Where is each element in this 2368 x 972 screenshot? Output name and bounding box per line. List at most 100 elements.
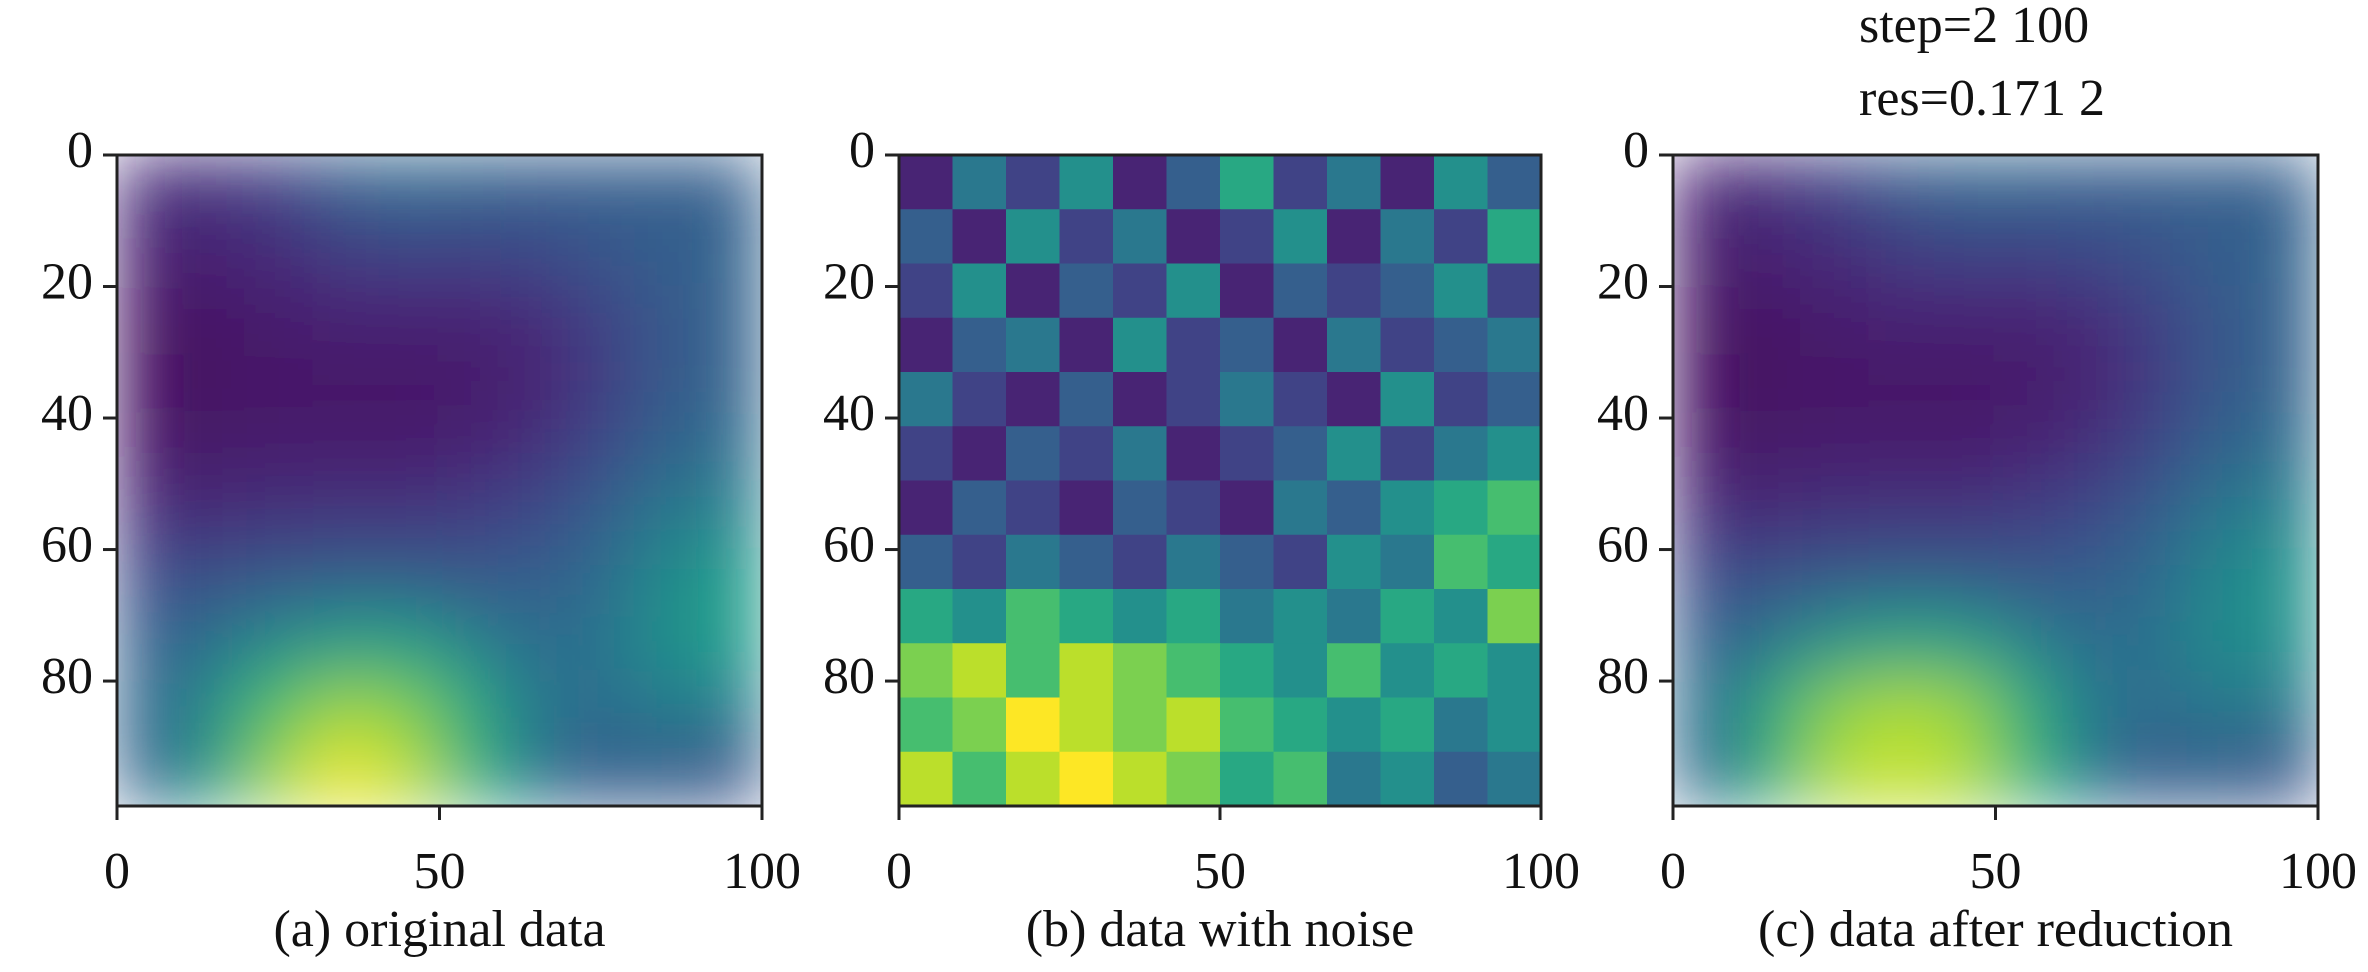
heatmap-cell xyxy=(1327,426,1382,482)
heatmap-cell xyxy=(952,155,1007,211)
heatmap-cell xyxy=(633,155,699,222)
heatmap-cell xyxy=(439,415,505,482)
heatmap-cell xyxy=(1434,372,1489,428)
heatmap-cell xyxy=(1434,534,1489,590)
heatmap-cell xyxy=(633,285,699,352)
heatmap-cell xyxy=(1931,285,1997,352)
heatmap-cell xyxy=(1380,589,1435,645)
heatmap-cell xyxy=(2124,220,2190,287)
heatmap-cell xyxy=(697,415,762,482)
heatmap-cell xyxy=(952,751,1007,806)
heatmap-cell xyxy=(310,350,376,417)
heatmap-cell xyxy=(2060,545,2126,612)
heatmap-cell xyxy=(1380,209,1435,265)
heatmap-cell xyxy=(1995,545,2061,612)
y-tick-label: 60 xyxy=(41,516,93,573)
heatmap-cell xyxy=(633,610,699,677)
heatmap-cell xyxy=(1434,426,1489,482)
heatmap-cell xyxy=(2060,675,2126,742)
heatmap-cell xyxy=(1673,610,1739,677)
heatmap-cell xyxy=(1931,415,1997,482)
heatmap-cell xyxy=(117,415,183,482)
heatmap-cell xyxy=(1802,480,1868,547)
heatmap-cell xyxy=(1166,426,1221,482)
heatmap-cell xyxy=(181,545,247,612)
heatmap-cell xyxy=(952,372,1007,428)
heatmap-cell xyxy=(310,610,376,677)
heatmap-cell xyxy=(1166,643,1221,699)
heatmap-cell xyxy=(1273,751,1328,806)
heatmap-cell xyxy=(1434,155,1489,211)
heatmap-cell xyxy=(1931,155,1997,222)
heatmap-cell xyxy=(2189,545,2255,612)
heatmap-cell xyxy=(1113,426,1168,482)
heatmap-cell xyxy=(1166,751,1221,806)
y-tick-label: 40 xyxy=(1597,385,1649,442)
heatmap-cell xyxy=(1113,751,1168,806)
heatmap-cell xyxy=(1673,480,1739,547)
heatmap-cell xyxy=(1737,480,1803,547)
heatmap-cell xyxy=(1273,317,1328,373)
heatmap-cell xyxy=(1931,350,1997,417)
heatmap-cell xyxy=(2189,610,2255,677)
heatmap-cell xyxy=(1487,155,1541,211)
heatmap-cell xyxy=(181,675,247,742)
heatmap-cell xyxy=(2253,480,2318,547)
heatmap-cell xyxy=(899,751,954,806)
heatmap-cell xyxy=(1380,317,1435,373)
heatmap-cell xyxy=(1380,534,1435,590)
heatmap-cell xyxy=(899,317,954,373)
heatmap-cell xyxy=(246,740,312,806)
heatmap-cell xyxy=(899,589,954,645)
heatmap-cell xyxy=(117,350,183,417)
heatmap-cell xyxy=(1059,534,1114,590)
heatmap-cell xyxy=(2253,415,2318,482)
heatmap-cell xyxy=(1059,372,1114,428)
heatmap-cell xyxy=(2060,740,2126,806)
heatmap-cell xyxy=(310,155,376,222)
heatmap-cell xyxy=(1059,426,1114,482)
heatmap-cell xyxy=(246,285,312,352)
heatmap-cell xyxy=(1113,589,1168,645)
heatmap-cell xyxy=(2124,480,2190,547)
heatmap-cell xyxy=(1166,317,1221,373)
heatmap-cell xyxy=(568,675,634,742)
heatmap-cell xyxy=(2189,740,2255,806)
heatmap-cell xyxy=(697,675,762,742)
heatmap-cell xyxy=(1802,545,1868,612)
heatmap-cell xyxy=(2060,155,2126,222)
heatmap-cell xyxy=(1327,209,1382,265)
heatmap-cell xyxy=(899,534,954,590)
heatmap-cell xyxy=(1487,480,1541,536)
heatmap-cell xyxy=(2253,545,2318,612)
heatmap-cell xyxy=(1737,350,1803,417)
heatmap-cell xyxy=(2060,480,2126,547)
heatmap-cell xyxy=(1380,697,1435,753)
x-tick-label: 50 xyxy=(1970,843,2022,900)
heatmap-cell xyxy=(375,350,441,417)
heatmap-cell xyxy=(246,480,312,547)
heatmap-cell xyxy=(1380,263,1435,319)
heatmap-cell xyxy=(439,155,505,222)
heatmap-cell xyxy=(1327,589,1382,645)
heatmap-cell xyxy=(2124,285,2190,352)
y-tick-label: 40 xyxy=(823,385,875,442)
heatmap-cell xyxy=(1273,589,1328,645)
x-tick-label: 0 xyxy=(886,843,912,900)
heatmap-cell xyxy=(1059,480,1114,536)
heatmap-cell xyxy=(568,285,634,352)
heatmap-cell xyxy=(1380,643,1435,699)
heatmap-cell xyxy=(1059,589,1114,645)
heatmap-cell xyxy=(2124,675,2190,742)
heatmap-cell xyxy=(1327,751,1382,806)
heatmap-cell xyxy=(1737,675,1803,742)
heatmap-cell xyxy=(181,350,247,417)
heatmap-cell xyxy=(2124,740,2190,806)
heatmap-cell xyxy=(117,480,183,547)
heatmap-cell xyxy=(633,480,699,547)
heatmap-cell xyxy=(181,740,247,806)
y-tick-label: 20 xyxy=(823,253,875,310)
heatmap-cell xyxy=(504,415,570,482)
heatmap-cell xyxy=(1737,610,1803,677)
